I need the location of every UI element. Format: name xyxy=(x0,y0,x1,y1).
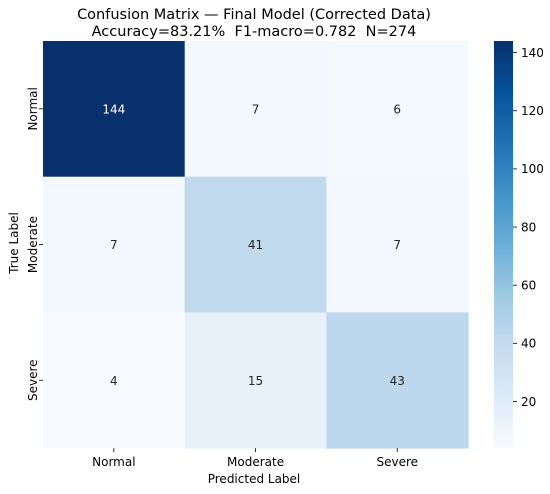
x-tick-label: Severe xyxy=(376,455,418,469)
heatmap-cell xyxy=(43,176,186,313)
cell-value-label: 7 xyxy=(393,238,401,252)
colorbar-tick-label: 120 xyxy=(521,104,544,118)
cell-value-label: 43 xyxy=(390,374,405,388)
colorbar-tick-label: 80 xyxy=(521,220,536,234)
chart-subtitle: Accuracy=83.21% F1-macro=0.782 N=274 xyxy=(92,24,417,40)
x-axis-label: Predicted Label xyxy=(208,472,301,486)
y-axis: Normal Moderate Severe xyxy=(26,87,43,401)
heatmap-cell xyxy=(43,312,186,449)
cell-value-label: 144 xyxy=(102,102,125,116)
y-tick-label: Moderate xyxy=(26,216,40,273)
heatmap-cell xyxy=(326,312,469,449)
heatmap-cell xyxy=(326,176,469,313)
cell-value-label: 4 xyxy=(110,374,118,388)
colorbar-tick-label: 40 xyxy=(521,337,536,351)
x-tick-label: Normal xyxy=(92,455,135,469)
x-axis: Normal Moderate Severe xyxy=(92,448,418,469)
cell-value-label: 15 xyxy=(248,374,263,388)
y-axis-label: True Label xyxy=(7,212,21,275)
colorbar-tick-label: 100 xyxy=(521,162,544,176)
colorbar-tick-label: 20 xyxy=(521,395,536,409)
colorbar: 20 40 60 80 100 120 140 xyxy=(494,41,544,448)
heatmap-cell xyxy=(184,312,327,449)
heatmap-cell xyxy=(326,41,469,178)
colorbar-gradient xyxy=(494,41,513,448)
heatmap-cell xyxy=(184,176,327,313)
cell-value-label: 41 xyxy=(248,238,263,252)
colorbar-tick-label: 60 xyxy=(521,279,536,293)
colorbar-tick-label: 140 xyxy=(521,46,544,60)
heatmap-grid: 144 7 6 7 41 7 4 15 43 xyxy=(43,41,469,449)
cell-value-label: 7 xyxy=(110,238,118,252)
heatmap-cell xyxy=(43,41,186,178)
cell-value-label: 7 xyxy=(252,102,260,116)
y-tick-label: Normal xyxy=(26,87,40,130)
cell-value-label: 6 xyxy=(393,102,401,116)
chart-title: Confusion Matrix — Final Model (Correcte… xyxy=(77,7,431,23)
y-tick-label: Severe xyxy=(26,359,40,401)
x-tick-label: Moderate xyxy=(227,455,284,469)
heatmap-cell xyxy=(184,41,327,178)
